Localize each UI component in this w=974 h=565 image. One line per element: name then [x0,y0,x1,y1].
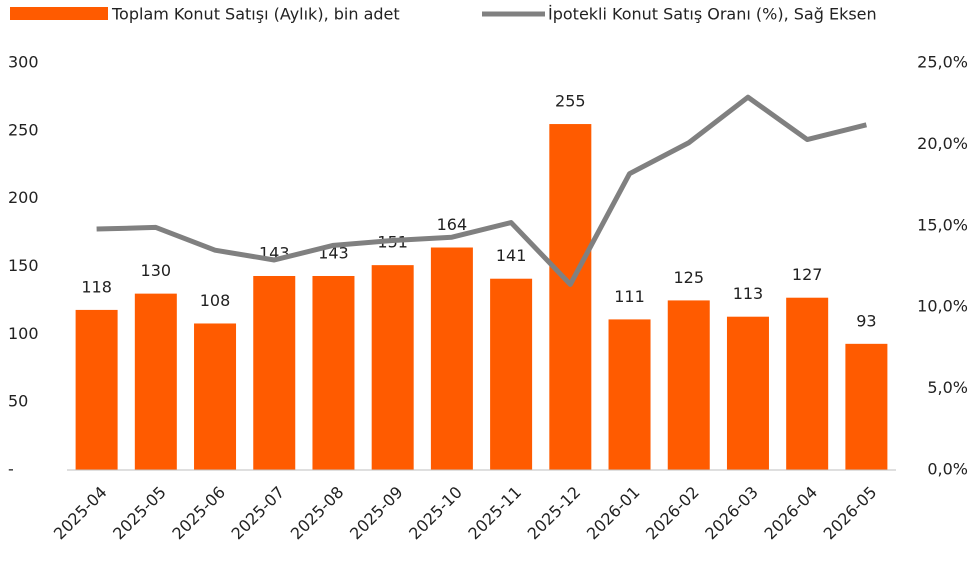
x-tick-label: 2026-03 [701,483,762,544]
y2-tick-label: 25,0% [917,53,968,72]
data-label: 93 [856,311,876,330]
legend-label: Toplam Konut Satışı (Aylık), bin adet [111,5,400,24]
y-tick-label: 200 [8,188,39,207]
y2-tick-label: 0,0% [927,460,968,479]
y-tick-label: 250 [8,120,39,139]
data-label: 111 [614,287,645,306]
line [96,94,867,287]
y-tick-label: - [8,460,14,479]
x-tick-label: 2025-11 [464,483,525,544]
data-label: 255 [555,92,586,111]
bar [430,247,473,470]
data-label: 118 [81,277,112,296]
x-tick-label: 2026-02 [642,483,703,544]
legend-label: İpotekli Konut Satış Oranı (%), Sağ Ekse… [548,5,877,24]
data-label: 141 [496,246,527,265]
data-label: 130 [141,261,172,280]
y-tick-label: 50 [8,392,28,411]
x-tick-label: 2025-07 [228,483,289,544]
x-tick-label: 2026-05 [820,483,881,544]
data-label: 127 [792,265,823,284]
bar [371,265,414,470]
bar [194,323,237,470]
x-tick-label: 2025-10 [405,483,466,544]
bar [312,275,355,470]
x-tick-label: 2026-04 [760,483,821,544]
y2-tick-label: 10,0% [917,297,968,316]
y2-tick-label: 20,0% [917,134,968,153]
data-label: 108 [200,291,231,310]
x-tick-label: 2026-01 [583,483,644,544]
bar [608,319,651,470]
bar [134,293,177,470]
x-tick-label: 2025-06 [168,483,229,544]
bar [667,300,710,470]
bar [549,124,592,471]
bar [845,343,888,470]
x-tick-label: 2025-12 [524,483,585,544]
data-label: 164 [437,215,468,234]
data-label: 113 [733,284,764,303]
legend-swatch [10,7,108,20]
bar [253,275,296,470]
bar [786,297,829,470]
data-label: 125 [673,268,704,287]
bar [75,309,118,470]
y-tick-label: 300 [8,53,39,72]
x-tick-label: 2025-05 [109,483,170,544]
y-tick-label: 100 [8,324,39,343]
y2-tick-label: 5,0% [927,378,968,397]
bar [726,316,769,470]
x-tick-label: 2025-08 [287,483,348,544]
x-tick-label: 2025-04 [50,483,111,544]
y-tick-label: 150 [8,256,39,275]
bar [490,278,533,470]
y2-tick-label: 15,0% [917,215,968,234]
x-tick-label: 2025-09 [346,483,407,544]
